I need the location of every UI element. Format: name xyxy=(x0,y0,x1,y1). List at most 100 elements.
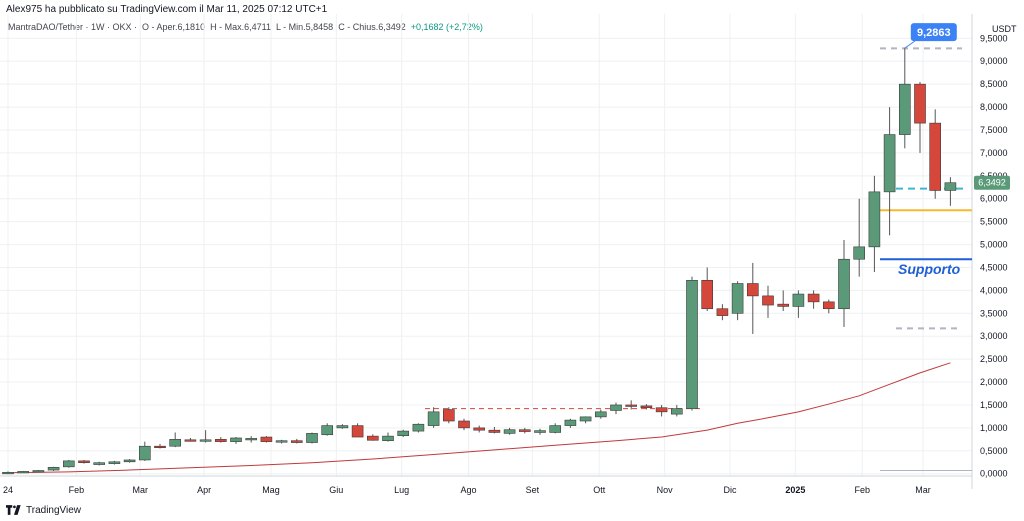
high-value: H - Max.6,4711 xyxy=(210,22,271,32)
y-tick-label: 8,5000 xyxy=(980,79,1008,89)
x-tick-label: Nov xyxy=(657,485,674,495)
moving-average-line xyxy=(7,362,951,474)
price-axis: 0,0000 0,5000 1,0000 1,5000 2,0000 2,5000 3,00… xyxy=(980,33,1008,478)
y-tick-label: 9,5000 xyxy=(980,33,1008,43)
y-tick-label: 1,5000 xyxy=(980,400,1008,410)
candle-body xyxy=(670,408,683,415)
y-tick-label: 5,0000 xyxy=(980,240,1008,250)
x-tick-label: Ott xyxy=(593,485,606,495)
x-tick-label: Feb xyxy=(69,485,85,495)
candle-body xyxy=(914,83,926,124)
grid-lines xyxy=(0,14,972,476)
candle-body xyxy=(503,429,516,434)
candle-body xyxy=(366,435,379,441)
candle-body xyxy=(610,404,622,411)
candle-body xyxy=(488,429,501,433)
candle-body xyxy=(62,460,75,468)
candle-body xyxy=(93,462,105,465)
price-unit-label: USDT xyxy=(992,24,1017,34)
candle-body xyxy=(397,430,410,436)
candle-body xyxy=(215,439,227,442)
candle-body xyxy=(853,246,866,260)
y-tick-label: 7,0000 xyxy=(980,148,1008,158)
x-tick-label: Lug xyxy=(394,485,409,495)
x-tick-label: Dic xyxy=(724,485,737,495)
candle-body xyxy=(154,445,166,449)
candle-body xyxy=(822,301,835,310)
y-tick-label: 8,0000 xyxy=(980,102,1008,112)
change-value: +0,1682 (+2,72%) xyxy=(410,22,483,32)
candle-body xyxy=(686,280,698,409)
tradingview-logo-icon xyxy=(6,505,21,515)
last-price-label: 6,3492 xyxy=(978,178,1006,188)
x-tick-label: Set xyxy=(526,485,540,495)
candle-body xyxy=(549,425,562,433)
y-tick-label: 3,5000 xyxy=(980,308,1008,318)
low-value: L - Min.5,8458 xyxy=(275,22,334,32)
chart-annotations: 9,2863 6,3492 Supporto xyxy=(898,23,1010,277)
x-tick-label: 24 xyxy=(3,485,13,495)
candles xyxy=(2,48,957,475)
high-callout-pointer xyxy=(904,40,916,49)
candle-body xyxy=(944,182,957,191)
x-tick-label: Mag xyxy=(262,485,280,495)
candle-body xyxy=(534,430,546,433)
close-value: C - Chius.6,3492 xyxy=(338,22,406,32)
candle-body xyxy=(412,423,425,432)
candle-body xyxy=(169,439,181,447)
time-axis: 24 Feb Mar Apr Mag Giu Lug Ago Set Ott Nov Dic 2025 F… xyxy=(3,485,931,495)
candle-body xyxy=(17,471,30,474)
candle-body xyxy=(746,283,759,297)
candle-body xyxy=(458,420,470,429)
x-tick-label: 2025 xyxy=(785,485,805,495)
candle-body xyxy=(929,122,942,191)
candle-body xyxy=(777,303,790,307)
x-tick-label: Apr xyxy=(197,485,211,495)
symbol-info: MantraDAO/Tether · 1W · OKX · O - Aper.6… xyxy=(8,22,483,32)
y-tick-label: 2,5000 xyxy=(980,354,1008,364)
candle-body xyxy=(351,425,364,438)
y-tick-label: 9,0000 xyxy=(980,56,1008,66)
last-price-box xyxy=(974,175,1010,190)
candle-body xyxy=(807,293,820,303)
candle-body xyxy=(290,440,303,443)
candle-body xyxy=(78,460,90,464)
open-value: O - Aper.6,1810 xyxy=(142,22,206,32)
candle-body xyxy=(594,411,607,418)
candle-body xyxy=(32,470,45,473)
candle-body xyxy=(47,466,60,471)
y-tick-label: 4,5000 xyxy=(980,262,1008,272)
candle-body xyxy=(245,438,257,441)
candle-body xyxy=(898,83,911,135)
candle-body xyxy=(655,407,668,413)
candle-body xyxy=(336,425,349,429)
candlestick-chart[interactable]: USDT 0,0000 0,5000 1,0000 1,5000 2,0000 2,500… xyxy=(0,14,1024,501)
candle-body xyxy=(442,409,455,422)
publish-info: Alex975 ha pubblicato su TradingView.com… xyxy=(6,4,328,15)
x-tick-label: Feb xyxy=(854,485,870,495)
candle-body xyxy=(473,427,486,431)
candle-body xyxy=(123,459,136,463)
candle-body xyxy=(427,411,440,426)
candle-body xyxy=(139,445,151,461)
candle-body xyxy=(306,433,318,443)
footer-brand: TradingView xyxy=(26,504,82,516)
candle-body xyxy=(579,416,592,422)
y-tick-label: 7,5000 xyxy=(980,125,1008,135)
candle-body xyxy=(382,435,394,442)
y-tick-label: 3,0000 xyxy=(980,331,1008,341)
candle-body xyxy=(321,425,334,436)
footer: TradingView xyxy=(6,503,81,517)
support-label: Supporto xyxy=(898,261,961,277)
x-tick-label: Mar xyxy=(915,485,931,495)
x-tick-label: Giu xyxy=(329,485,343,495)
candle-body xyxy=(792,293,805,307)
candle-body xyxy=(838,258,850,310)
candle-body xyxy=(2,472,14,475)
candle-body xyxy=(640,405,653,409)
y-tick-label: 1,0000 xyxy=(980,423,1008,433)
candle-body xyxy=(716,308,729,316)
candle-body xyxy=(108,461,121,464)
candle-body xyxy=(731,283,744,314)
candle-body xyxy=(625,404,638,407)
